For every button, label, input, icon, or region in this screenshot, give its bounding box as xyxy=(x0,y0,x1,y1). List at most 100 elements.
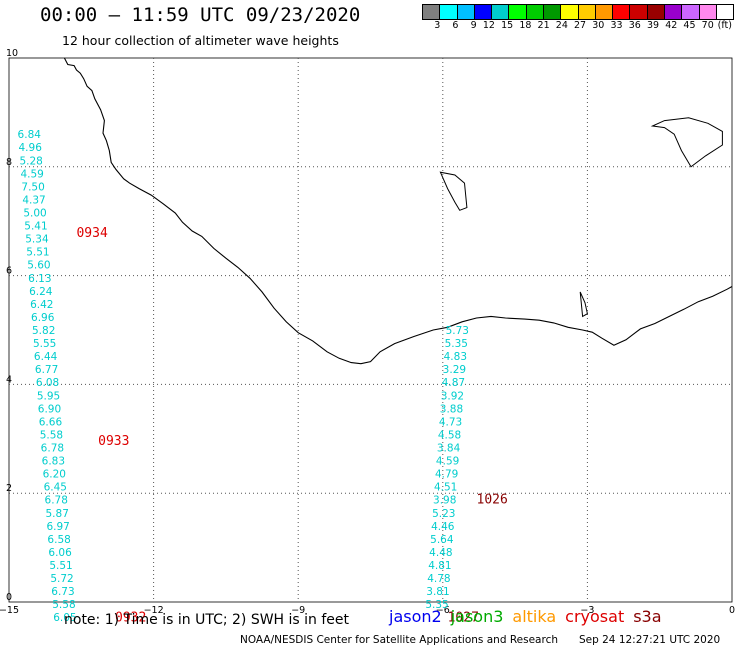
color-scale-swatch xyxy=(578,5,596,19)
color-scale-swatch xyxy=(699,5,717,19)
swh-value: 4.59 xyxy=(436,456,459,468)
y-tick-label: 0 xyxy=(6,592,12,603)
satellite-legend: jason2 jason3 altika cryosat s3a xyxy=(389,607,671,626)
swh-value: 6.73 xyxy=(51,586,74,598)
swh-value: 5.73 xyxy=(446,325,469,337)
swh-value: 3.81 xyxy=(426,586,449,598)
color-scale-swatch xyxy=(457,5,475,19)
color-scale-swatch xyxy=(543,5,562,19)
swh-value: 6.06 xyxy=(48,547,72,559)
swh-value: 4.83 xyxy=(444,351,467,363)
x-tick-label: −9 xyxy=(291,605,305,616)
color-scale-bar xyxy=(422,4,734,20)
swh-value: 5.87 xyxy=(46,508,69,520)
swh-value: 4.73 xyxy=(439,416,462,428)
swh-value: 5.82 xyxy=(32,325,55,337)
swh-value: 4.48 xyxy=(429,547,452,559)
color-scale-swatch xyxy=(716,5,734,19)
swh-value: 4.59 xyxy=(20,168,43,180)
y-tick-label: 8 xyxy=(6,157,12,168)
swh-value: 5.35 xyxy=(445,338,468,350)
legend-item-s3a: s3a xyxy=(633,607,662,626)
x-tick-label: −3 xyxy=(580,605,594,616)
x-tick-label: −6 xyxy=(436,605,450,616)
x-tick-label: −15 xyxy=(0,605,19,616)
swh-value: 4.87 xyxy=(442,377,465,389)
swh-value: 4.51 xyxy=(434,482,457,494)
swh-value: 5.23 xyxy=(432,508,455,520)
color-scale-label: 33 xyxy=(610,20,623,31)
swh-value: 6.97 xyxy=(46,521,69,533)
swh-value: 3.84 xyxy=(437,443,461,455)
swh-value: 6.78 xyxy=(41,443,64,455)
map-frame xyxy=(8,57,733,603)
swh-value: 5.64 xyxy=(430,534,454,546)
legend-item-jason2: jason2 xyxy=(389,607,442,626)
swh-value: 5.00 xyxy=(23,207,46,219)
color-scale-swatch xyxy=(595,5,614,19)
lake-outline xyxy=(579,291,588,318)
swh-value: 5.51 xyxy=(26,247,49,259)
color-scale-label: 45 xyxy=(683,20,696,31)
color-scale-label: (ft) xyxy=(717,20,732,31)
pass-time-label: 1027 xyxy=(448,611,479,626)
swh-value: 6.77 xyxy=(35,364,58,376)
swh-value: 5.51 xyxy=(49,560,72,572)
legend-item-jason3: jason3 xyxy=(450,607,504,626)
swh-value: 4.96 xyxy=(19,142,43,154)
color-scale-swatch xyxy=(613,5,631,19)
swh-value: 6.24 xyxy=(29,286,53,298)
swh-value: 5.72 xyxy=(50,573,73,585)
swh-value: 6.13 xyxy=(28,273,51,285)
color-scale-swatch xyxy=(423,5,441,19)
swh-value: 7.50 xyxy=(21,181,44,193)
pass-time-label: 0934 xyxy=(76,226,107,241)
swh-value: 6.45 xyxy=(44,482,67,494)
color-scale-label: 30 xyxy=(592,20,605,31)
color-scale-labels: 3 6 9 12 15 18 21 24 27 30 33 36 39 42 45 70 (ft) xyxy=(422,20,732,31)
footer-credit: NOAA/NESDIS Center for Satellite Applica… xyxy=(240,634,558,646)
color-scale-swatch xyxy=(474,5,493,19)
lake-outline xyxy=(650,117,723,168)
swh-value: 4.81 xyxy=(428,560,451,572)
color-scale-swatch xyxy=(664,5,683,19)
y-tick-label: 2 xyxy=(6,483,12,494)
footer-note: note: 1) Time is in UTC; 2) SWH is in fe… xyxy=(64,612,350,628)
color-scale-swatch xyxy=(492,5,510,19)
page-title: 00:00 – 11:59 UTC 09/23/2020 xyxy=(40,4,361,26)
swh-value: 6.58 xyxy=(47,534,70,546)
y-tick-label: 6 xyxy=(6,266,12,277)
color-scale-label: 27 xyxy=(574,20,587,31)
swh-value: 6.08 xyxy=(36,377,59,389)
lake-outline xyxy=(439,171,468,211)
color-scale-label: 39 xyxy=(646,20,660,31)
color-scale-swatch xyxy=(526,5,544,19)
swh-value: 6.83 xyxy=(42,456,65,468)
color-scale-swatch xyxy=(561,5,579,19)
swh-value: 5.58 xyxy=(52,599,75,611)
y-tick-label: 4 xyxy=(6,374,12,385)
swh-value: 6.78 xyxy=(45,495,68,507)
color-scale-label: 9 xyxy=(470,20,477,31)
color-scale-label: 12 xyxy=(482,20,495,31)
color-scale-swatch xyxy=(682,5,700,19)
color-scale-swatch xyxy=(630,5,648,19)
swh-value: 4.79 xyxy=(435,469,458,481)
color-scale-label: 42 xyxy=(665,20,678,31)
swh-value: 6.96 xyxy=(31,312,55,324)
swh-value: 4.37 xyxy=(22,194,45,206)
color-scale-label: 6 xyxy=(452,20,459,31)
swh-value: 5.34 xyxy=(25,234,49,246)
coastline xyxy=(63,57,733,365)
color-scale-label: 18 xyxy=(519,20,532,31)
color-scale-label: 70 xyxy=(701,20,714,31)
swh-value: 5.28 xyxy=(19,155,42,167)
x-tick-label: −12 xyxy=(144,605,164,616)
swh-value: 4.78 xyxy=(427,573,450,585)
pass-time-label: 1026 xyxy=(477,493,508,508)
swh-value: 5.58 xyxy=(40,429,63,441)
page-subtitle: 12 hour collection of altimeter wave hei… xyxy=(62,33,339,48)
legend-item-altika: altika xyxy=(512,607,557,626)
